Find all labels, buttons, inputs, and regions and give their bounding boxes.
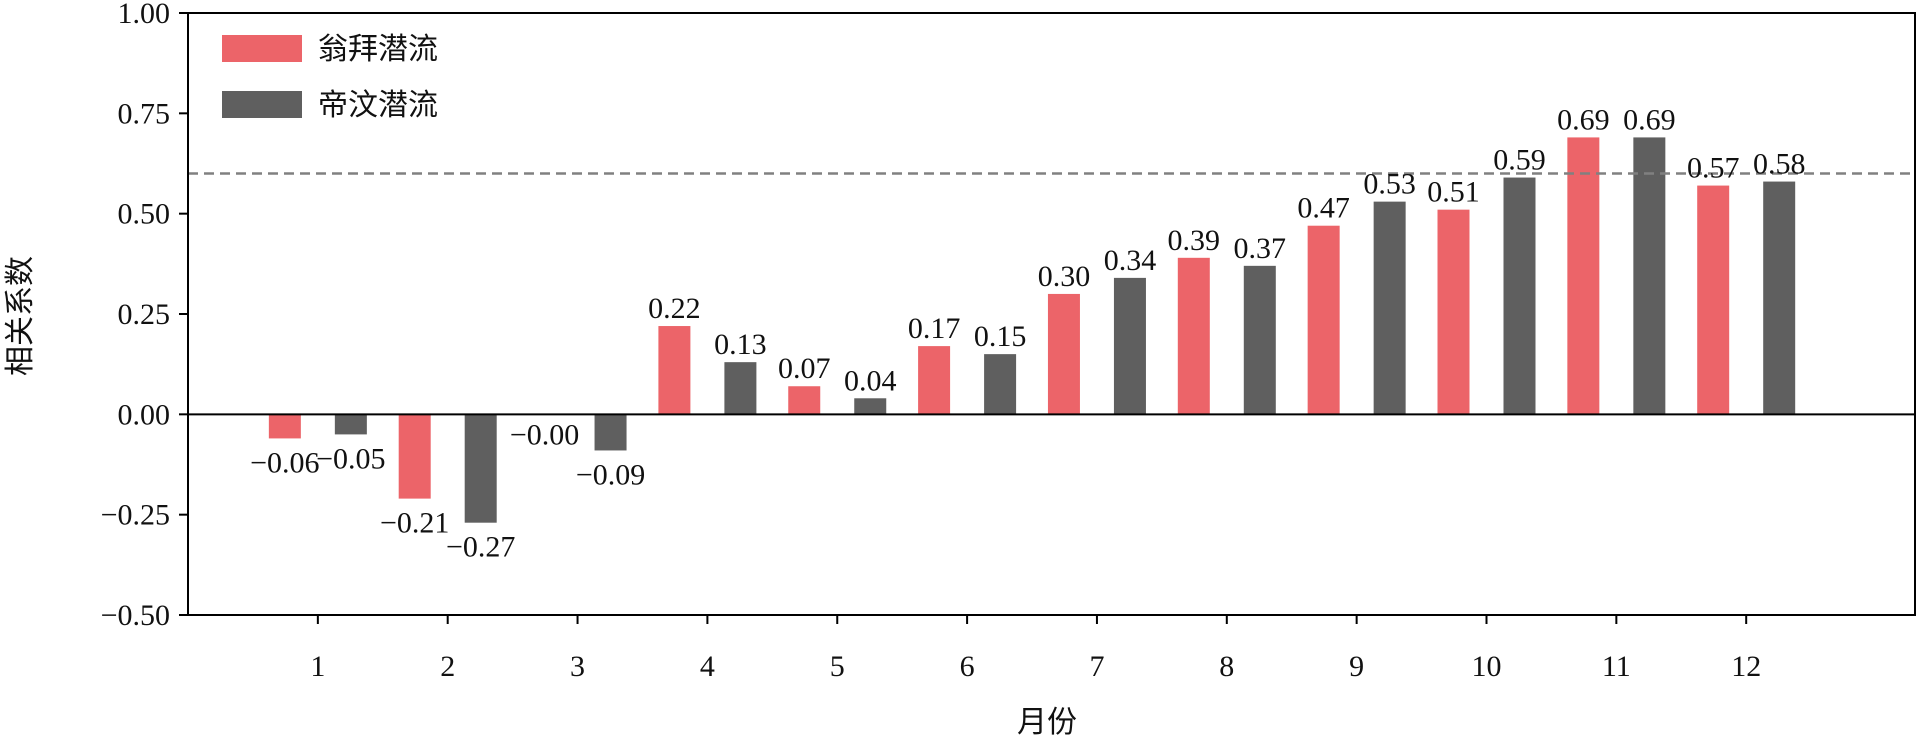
data-label-series2-month-12: 0.58: [1753, 148, 1806, 181]
y-axis-label: 相关系数: [3, 256, 38, 376]
bar-series2-month-4: [724, 362, 757, 415]
data-label-series2-month-9: 0.53: [1363, 168, 1416, 201]
bar-series2-month-12: [1763, 181, 1796, 415]
data-label-series2-month-2: −0.27: [446, 531, 515, 564]
legend-label-series1: 翁拜潜流: [318, 32, 438, 67]
bar-series1-month-10: [1437, 209, 1470, 415]
y-tick-label: 0.25: [118, 298, 171, 331]
bar-series1-month-4: [658, 326, 691, 415]
bar-series1-month-5: [788, 386, 821, 415]
bar-series2-month-8: [1243, 265, 1276, 415]
data-label-series1-month-7: 0.30: [1038, 260, 1091, 293]
x-tick-label: 6: [960, 650, 975, 683]
data-label-series1-month-10: 0.51: [1427, 176, 1480, 209]
bar-series1-month-2: [398, 414, 431, 499]
x-tick-label: 7: [1089, 650, 1104, 683]
bar-series2-month-5: [854, 398, 887, 415]
data-label-series1-month-3: −0.00: [510, 418, 579, 451]
y-tick-label: −0.50: [101, 599, 170, 632]
plot-area: −0.06 −0.21 −0.00 0.22 0.07 0.17 0.30 0.39 0.47 0…: [101, 0, 1916, 683]
bar-series1-month-1: [268, 414, 301, 439]
data-label-series1-month-6: 0.17: [908, 312, 961, 345]
x-axis-label: 月份: [1017, 705, 1077, 740]
bar-series2-month-3: [594, 414, 627, 451]
bar-series2-month-10: [1503, 177, 1536, 415]
data-label-series1-month-4: 0.22: [648, 292, 701, 325]
bar-series1-month-6: [918, 346, 951, 415]
x-tick-label: 10: [1471, 650, 1501, 683]
y-tick-label: 0.75: [118, 97, 171, 130]
data-label-series1-month-12: 0.57: [1687, 152, 1740, 185]
data-label-series2-month-3: −0.09: [576, 458, 645, 491]
bar-series1-month-12: [1697, 185, 1730, 415]
x-tick-label: 8: [1219, 650, 1234, 683]
x-tick-label: 4: [700, 650, 715, 683]
legend-label-series2: 帝汶潜流: [318, 88, 438, 123]
bar-series1-month-7: [1047, 293, 1080, 415]
data-label-series1-month-1: −0.06: [250, 446, 319, 479]
bar-series2-month-6: [984, 354, 1017, 415]
data-label-series1-month-5: 0.07: [778, 352, 831, 385]
bar-series2-month-7: [1113, 277, 1146, 415]
data-label-series2-month-5: 0.04: [844, 364, 897, 397]
data-label-series1-month-2: −0.21: [380, 507, 449, 540]
y-tick-label: 0.00: [118, 398, 171, 431]
x-tick-label: 3: [570, 650, 585, 683]
x-tick-label: 9: [1349, 650, 1364, 683]
data-label-series2-month-6: 0.15: [974, 320, 1027, 353]
data-label-series2-month-1: −0.05: [316, 442, 385, 475]
data-label-series1-month-8: 0.39: [1168, 224, 1221, 257]
legend-swatch-series2: [222, 91, 302, 118]
data-label-series2-month-4: 0.13: [714, 328, 767, 361]
bar-series2-month-1: [334, 414, 367, 435]
y-tick-label: 1.00: [118, 0, 171, 30]
data-label-series2-month-10: 0.59: [1493, 144, 1546, 177]
x-tick-label: 12: [1731, 650, 1761, 683]
data-label-series2-month-7: 0.34: [1104, 244, 1157, 277]
data-label-series1-month-9: 0.47: [1297, 192, 1350, 225]
bar-series1-month-9: [1307, 225, 1340, 415]
bar-series2-month-2: [464, 414, 497, 523]
y-tick-label: −0.25: [101, 499, 170, 532]
x-tick-label: 1: [310, 650, 325, 683]
x-tick-label: 2: [440, 650, 455, 683]
bar-series2-month-9: [1373, 201, 1406, 415]
legend-swatch-series1: [222, 35, 302, 62]
bar-series1-month-8: [1177, 257, 1210, 415]
data-label-series1-month-11: 0.69: [1557, 103, 1610, 136]
x-tick-label: 5: [830, 650, 845, 683]
bar-series1-month-11: [1567, 137, 1600, 415]
data-label-series2-month-8: 0.37: [1234, 232, 1287, 265]
data-label-series2-month-11: 0.69: [1623, 103, 1676, 136]
x-tick-label: 11: [1602, 650, 1631, 683]
bar-series2-month-11: [1633, 137, 1666, 415]
y-tick-label: 0.50: [118, 198, 171, 231]
